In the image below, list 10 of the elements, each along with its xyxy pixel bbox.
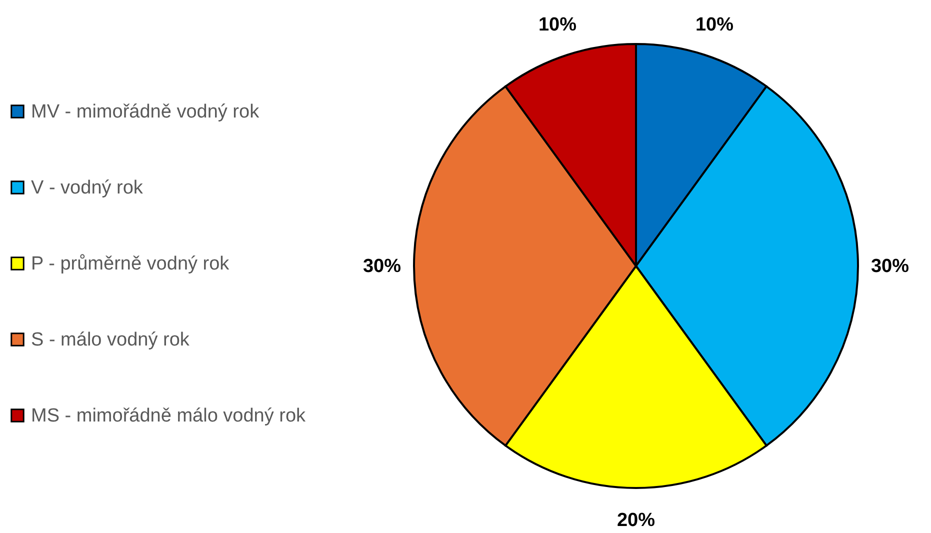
legend-label: MV - mimořádně vodný rok <box>31 102 260 122</box>
data-label: 20% <box>616 510 656 531</box>
data-label: 30% <box>362 256 402 277</box>
legend-label: P - průměrně vodný rok <box>31 254 230 274</box>
legend-label: V - vodný rok <box>31 178 144 198</box>
data-label: 30% <box>870 256 910 277</box>
legend-label: S - málo vodný rok <box>31 330 190 350</box>
legend-label: MS - mimořádně málo vodný rok <box>31 406 306 426</box>
data-label: 10% <box>538 14 577 36</box>
data-label: 10% <box>695 14 734 36</box>
